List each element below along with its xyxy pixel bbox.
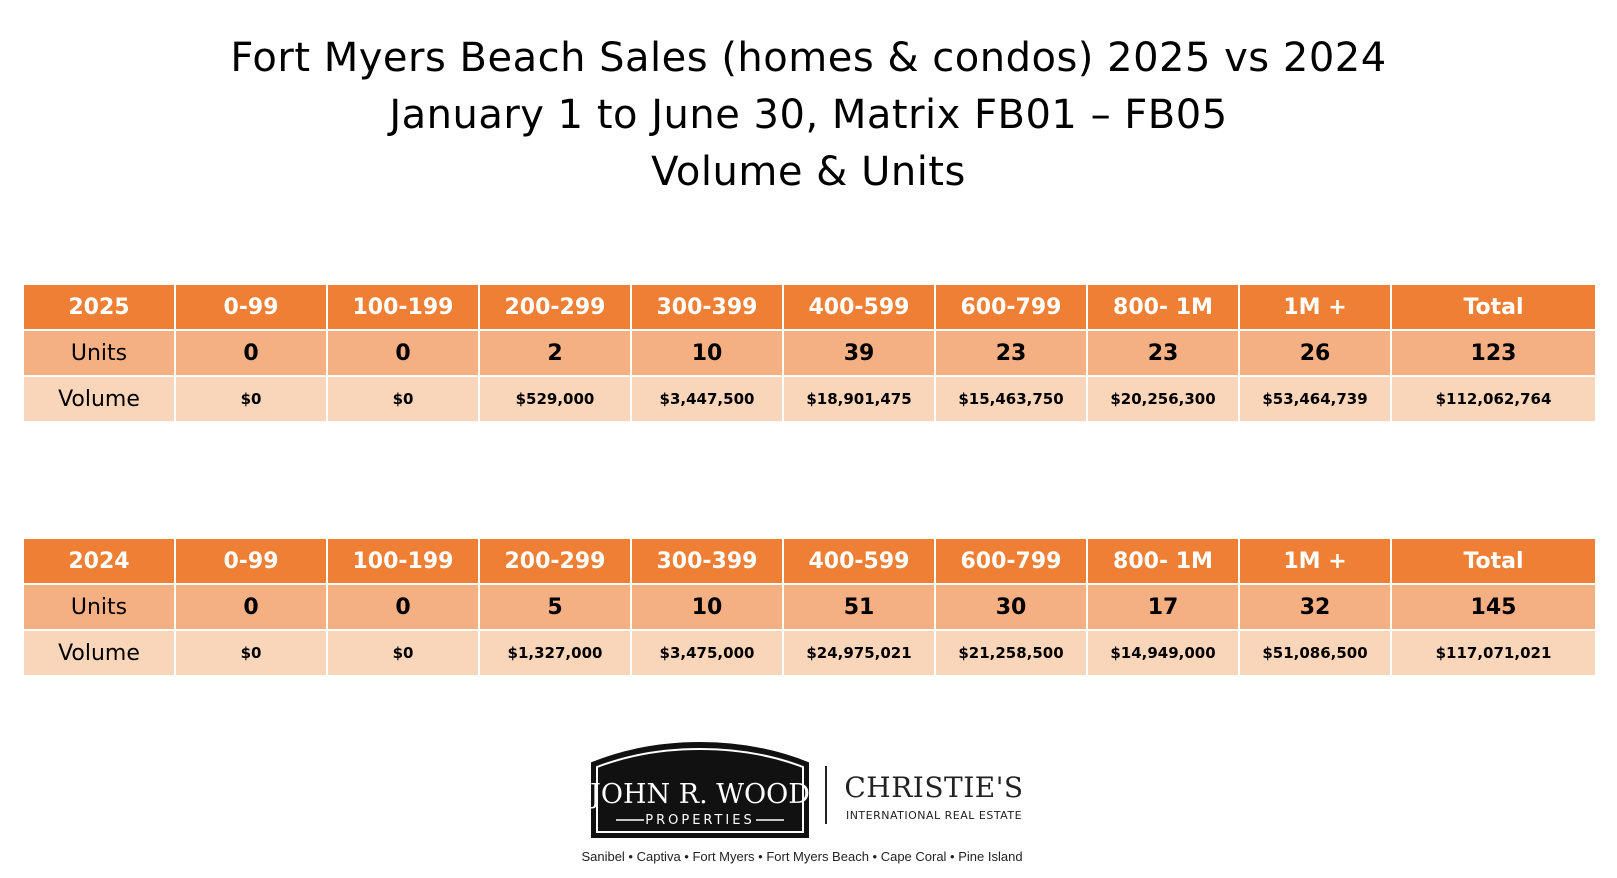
units-total-cell: 123 (1390, 329, 1597, 377)
units-cell: 5 (478, 583, 632, 631)
sales-table-2024: 2024 0-99 100-199 200-299 300-399 400-59… (22, 537, 1597, 677)
page-title: Fort Myers Beach Sales (homes & condos) … (0, 30, 1617, 201)
year-header: 2024 (22, 537, 176, 585)
volume-cell: $24,975,021 (782, 629, 936, 677)
units-cell: 23 (1086, 329, 1240, 377)
volume-cell: $3,447,500 (630, 375, 784, 423)
units-cell: 0 (326, 583, 480, 631)
units-label: Units (22, 583, 176, 631)
christies-subtitle: INTERNATIONAL REAL ESTATE (845, 809, 1023, 822)
logo-name: JOHN R. WOOD (590, 779, 810, 810)
title-line-1: Fort Myers Beach Sales (homes & condos) … (230, 35, 1387, 81)
column-header: 0-99 (174, 537, 328, 585)
units-label: Units (22, 329, 176, 377)
volume-cell: $0 (174, 375, 328, 423)
units-cell: 51 (782, 583, 936, 631)
column-header: 400-599 (782, 283, 936, 331)
column-header: 600-799 (934, 537, 1088, 585)
volume-label: Volume (22, 629, 176, 677)
column-header: 200-299 (478, 537, 632, 585)
units-cell: 32 (1238, 583, 1392, 631)
units-cell: 26 (1238, 329, 1392, 377)
volume-total-cell: $112,062,764 (1390, 375, 1597, 423)
units-cell: 2 (478, 329, 632, 377)
column-header: 200-299 (478, 283, 632, 331)
logo-subtitle: PROPERTIES (645, 813, 755, 828)
column-header: Total (1390, 537, 1597, 585)
title-line-2: January 1 to June 30, Matrix FB01 – FB05 (389, 92, 1228, 138)
column-header: 1M + (1238, 283, 1392, 331)
volume-row: Volume $0 $0 $1,327,000 $3,475,000 $24,9… (22, 629, 1597, 677)
volume-cell: $18,901,475 (782, 375, 936, 423)
year-header: 2025 (22, 283, 176, 331)
units-cell: 10 (630, 583, 784, 631)
volume-cell: $14,949,000 (1086, 629, 1240, 677)
sales-table-2025: 2025 0-99 100-199 200-299 300-399 400-59… (22, 283, 1597, 423)
column-header: 800- 1M (1086, 537, 1240, 585)
volume-label: Volume (22, 375, 176, 423)
title-line-3: Volume & Units (651, 149, 966, 195)
volume-row: Volume $0 $0 $529,000 $3,447,500 $18,901… (22, 375, 1597, 423)
volume-cell: $15,463,750 (934, 375, 1088, 423)
volume-total-cell: $117,071,021 (1390, 629, 1597, 677)
units-row: Units 0 0 2 10 39 23 23 26 123 (22, 329, 1597, 377)
units-cell: 0 (174, 583, 328, 631)
units-total-cell: 145 (1390, 583, 1597, 631)
volume-cell: $0 (326, 375, 480, 423)
column-header: 0-99 (174, 283, 328, 331)
column-header: 300-399 (630, 537, 784, 585)
units-cell: 30 (934, 583, 1088, 631)
john-r-wood-logo: JOHN R. WOOD PROPERTIES (582, 741, 818, 841)
units-row: Units 0 0 5 10 51 30 17 32 145 (22, 583, 1597, 631)
column-header: 300-399 (630, 283, 784, 331)
volume-cell: $21,258,500 (934, 629, 1088, 677)
column-header: 400-599 (782, 537, 936, 585)
column-header: 600-799 (934, 283, 1088, 331)
christies-wordmark: CHRISTIE'S (844, 771, 1024, 804)
company-logo: JOHN R. WOOD PROPERTIES CHRISTIE'S INTER… (581, 741, 1042, 865)
units-cell: 39 (782, 329, 936, 377)
volume-cell: $0 (174, 629, 328, 677)
logo-badge-shape (591, 741, 809, 838)
units-cell: 17 (1086, 583, 1240, 631)
volume-cell: $20,256,300 (1086, 375, 1240, 423)
volume-cell: $53,464,739 (1238, 375, 1392, 423)
column-header: 800- 1M (1086, 283, 1240, 331)
units-cell: 10 (630, 329, 784, 377)
units-cell: 0 (326, 329, 480, 377)
units-cell: 23 (934, 329, 1088, 377)
volume-cell: $51,086,500 (1238, 629, 1392, 677)
volume-cell: $529,000 (478, 375, 632, 423)
logo-locations: Sanibel • Captiva • Fort Myers • Fort My… (581, 849, 1023, 864)
table-header-row: 2025 0-99 100-199 200-299 300-399 400-59… (22, 283, 1597, 331)
volume-cell: $1,327,000 (478, 629, 632, 677)
column-header: 1M + (1238, 537, 1392, 585)
table-header-row: 2024 0-99 100-199 200-299 300-399 400-59… (22, 537, 1597, 585)
units-cell: 0 (174, 329, 328, 377)
column-header: 100-199 (326, 537, 480, 585)
volume-cell: $0 (326, 629, 480, 677)
column-header: 100-199 (326, 283, 480, 331)
column-header: Total (1390, 283, 1597, 331)
logo-divider (825, 766, 827, 824)
volume-cell: $3,475,000 (630, 629, 784, 677)
